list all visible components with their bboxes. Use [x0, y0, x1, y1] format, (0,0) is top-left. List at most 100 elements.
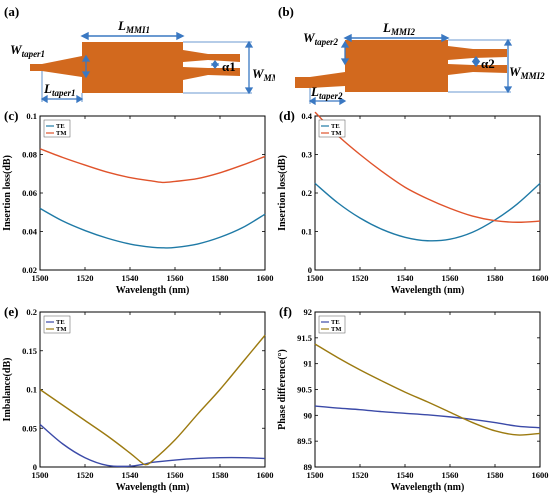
- chart-d: (d) 1500 1520 1540 1560 1580 1600 0 0.1 0.2 0.3 0.4…: [277, 108, 549, 296]
- x-tick-label: 1600: [532, 273, 549, 283]
- y-tick-label: 0.2: [301, 188, 312, 198]
- l-mmi-sub-b: MMI2: [390, 27, 416, 37]
- alpha-arrow-a: [210, 60, 220, 69]
- svg-text:Wtaper2: Wtaper2: [303, 30, 339, 47]
- x-axis-label-f: Wavelength (nm): [391, 482, 465, 493]
- chart-panel-c: (c) 1500 1520 1540 1560 1580 1600 0.02 0.04 0.06 0…: [0, 108, 275, 303]
- panel-label-f: (f): [279, 304, 292, 319]
- w-mmi-arrow-a: [183, 40, 254, 95]
- series-line-te-e: [39, 423, 266, 468]
- mmi-diagram-a: (a) LMMI1 Wtaper1 Ltaper1 α1: [4, 4, 288, 104]
- legend-label-tm: TM: [331, 326, 341, 333]
- y-tick-label: 92: [304, 307, 313, 317]
- x-tick-label: 1560: [167, 273, 184, 283]
- alpha-arrow-b: [471, 56, 481, 67]
- l-mmi-label-a: L: [117, 18, 126, 33]
- chart-c: (c) 1500 1520 1540 1560 1580 1600 0.02 0.04 0.06 0…: [2, 108, 274, 296]
- svg-text:Ltaper2: Ltaper2: [310, 84, 343, 101]
- x-tick-label: 1580: [487, 470, 504, 480]
- x-tick-label: 1520: [77, 273, 94, 283]
- panel-label-e: (e): [4, 304, 18, 319]
- l-taper-sub-b: taper2: [319, 91, 343, 101]
- x-tick-label: 1580: [487, 273, 504, 283]
- plot-frame-e: [39, 311, 266, 468]
- y-tick-label: 0: [308, 265, 312, 275]
- svg-text:LMMI1: LMMI1: [117, 18, 150, 35]
- chart-panel-e: (e) 1500 1520 1540 1560 1580 1600 0 0.05 0.1 0.15 0…: [0, 300, 275, 497]
- x-tick-label: 1600: [257, 470, 274, 480]
- w-mmi-label-a: W: [252, 66, 265, 81]
- x-tick-label: 1540: [397, 470, 414, 480]
- l-mmi-label-b: L: [382, 20, 391, 35]
- svg-text:WMMI1: WMMI1: [252, 66, 275, 83]
- y-tick-label: 0.02: [22, 265, 37, 275]
- y-tick-label: 0.1: [301, 227, 312, 237]
- x-tick-label: 1520: [352, 273, 369, 283]
- panel-label-b: (b): [278, 4, 294, 19]
- w-mmi-sub-b: MMI2: [520, 71, 546, 81]
- w-mmi-label-b: W: [509, 64, 522, 79]
- series-line-tm-c: [39, 148, 266, 184]
- y-tick-label: 91.5: [297, 333, 312, 343]
- legend-label-te: TE: [331, 319, 340, 326]
- y-tick-label: 0: [33, 462, 37, 472]
- diagram-panel-b: (b) LMMI2 Wtaper2 Ltaper2 α2 WMMI2: [275, 0, 550, 106]
- y-tick-label: 0.1: [26, 111, 37, 121]
- y-tick-label: 0.2: [26, 307, 37, 317]
- x-tick-label: 1500: [32, 273, 49, 283]
- plot-frame-f: [314, 311, 541, 468]
- chart-panel-f: (f) 1500 1520 1540 1560 1580 1600 89 89.5 90 90.5 9…: [275, 300, 550, 497]
- y-tick-label: 0.1: [26, 385, 37, 395]
- y-tick-label: 90.5: [297, 385, 312, 395]
- panel-label-c: (c): [4, 108, 18, 123]
- y-tick-label: 0.15: [22, 346, 37, 356]
- w-taper-sub-b: taper2: [315, 37, 339, 47]
- x-tick-label: 1500: [307, 470, 324, 480]
- chart-f: (f) 1500 1520 1540 1560 1580 1600 89 89.5 90 90.5 9…: [277, 304, 549, 493]
- series-line-tm-f: [314, 343, 541, 436]
- w-taper-label-a: W: [10, 42, 23, 57]
- x-tick-label: 1600: [532, 470, 549, 480]
- alpha-label-b: α2: [481, 56, 495, 71]
- svg-text:Wtaper1: Wtaper1: [10, 42, 45, 59]
- mmi-device-a: [30, 42, 240, 93]
- w-taper-arrow-a: [81, 54, 91, 79]
- l-taper-label-a: L: [43, 81, 52, 96]
- svg-text:WMMI2: WMMI2: [509, 64, 545, 81]
- legend-label-tm: TM: [331, 130, 341, 137]
- y-axis-label-d: Insertion loss(dB): [277, 155, 288, 231]
- l-mmi-arrow-b: [343, 33, 450, 43]
- alpha-label-a: α1: [222, 59, 236, 74]
- w-mmi-arrow-b: [448, 38, 513, 94]
- svg-text:LMMI2: LMMI2: [382, 20, 415, 37]
- x-axis-label-c: Wavelength (nm): [116, 285, 190, 296]
- l-taper-label-b: L: [310, 84, 319, 99]
- y-tick-label: 90: [304, 410, 313, 420]
- mmi-diagram-b: (b) LMMI2 Wtaper2 Ltaper2 α2 WMMI2: [278, 4, 545, 106]
- legend-label-te: TE: [331, 123, 340, 130]
- w-taper-sub-a: taper1: [22, 49, 46, 59]
- panel-label-a: (a): [4, 4, 19, 19]
- x-tick-label: 1540: [122, 470, 139, 480]
- panel-label-d: (d): [279, 108, 295, 123]
- x-tick-label: 1520: [77, 470, 94, 480]
- y-axis-label-f: Phase difference(°): [277, 349, 288, 430]
- series-line-te-d: [314, 182, 541, 242]
- w-taper-arrow-b: [340, 40, 350, 66]
- x-axis-label-e: Wavelength (nm): [116, 482, 190, 493]
- legend-label-tm: TM: [56, 130, 66, 137]
- svg-text:Ltaper1: Ltaper1: [43, 81, 75, 98]
- y-tick-label: 0.06: [22, 188, 37, 198]
- l-taper-sub-a: taper1: [52, 88, 76, 98]
- y-tick-label: 89.5: [297, 436, 312, 446]
- y-tick-label: 0.4: [301, 111, 312, 121]
- x-tick-label: 1540: [122, 273, 139, 283]
- x-tick-label: 1600: [257, 273, 274, 283]
- series-line-te-c: [39, 207, 266, 249]
- series-line-tm-d: [314, 111, 541, 223]
- x-tick-label: 1560: [442, 470, 459, 480]
- l-mmi-sub-a: MMI1: [125, 25, 150, 35]
- l-taper-arrow-a: [40, 71, 84, 104]
- x-tick-label: 1520: [352, 470, 369, 480]
- y-tick-label: 89: [304, 462, 313, 472]
